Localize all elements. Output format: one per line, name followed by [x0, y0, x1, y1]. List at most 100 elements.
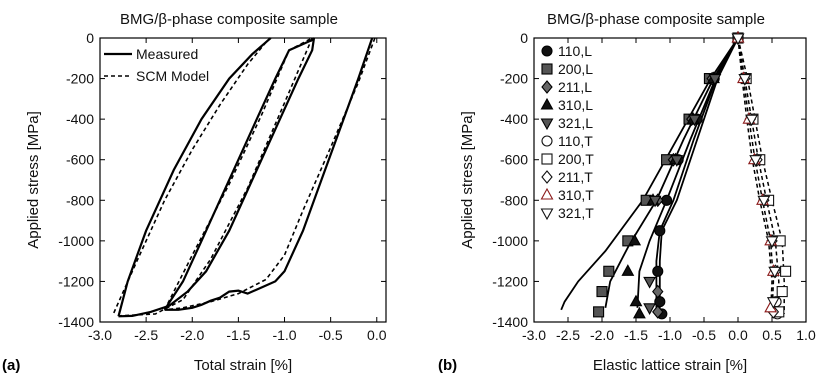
b-y-tick-label: -1000: [492, 233, 528, 249]
data-point-321-t: [768, 266, 782, 279]
b-x-tick-label: -2.5: [556, 327, 580, 343]
legend-label-211-t: 211,T: [558, 169, 593, 185]
data-point-321-t: [749, 155, 763, 167]
legend-marker-211-l: [541, 80, 553, 94]
data-point-110-l: [652, 265, 664, 277]
legend-marker-310-t: [540, 187, 554, 200]
b-x-tick-label: 0.0: [728, 327, 748, 343]
a-x-tick-label: -0.5: [319, 327, 343, 343]
scm-model-curve-segment: [164, 37, 376, 311]
a-y-tick-label: -200: [66, 71, 94, 87]
legend-label-321-l: 321,L: [558, 115, 593, 131]
a-y-tick-label: -400: [66, 111, 94, 127]
panel-b-y-axis-label: Applied stress [MPa]: [459, 111, 476, 249]
data-point-321-l: [643, 303, 657, 315]
panel-a-x-axis-label: Total strain [%]: [194, 357, 292, 374]
b-y-tick-label: 0: [520, 30, 528, 46]
data-point-211-l: [652, 304, 664, 319]
data-point-321-l: [670, 155, 684, 167]
b-x-tick-label: -1.5: [624, 327, 648, 343]
data-point-321-l: [708, 74, 722, 86]
scm-model-curve-segment: [163, 37, 313, 311]
scm-model-curve-segment: [118, 37, 313, 317]
b-x-tick-label: -3.0: [522, 327, 546, 343]
measured-curve-segment: [164, 37, 374, 311]
data-point-200-t: [780, 265, 792, 277]
b-x-tick-label: 1.0: [796, 327, 816, 343]
legend-label-110-l: 110,L: [558, 43, 592, 59]
a-y-tick-label: -1200: [58, 273, 94, 289]
data-point-211-l: [652, 284, 664, 299]
data-point-310-l: [628, 233, 642, 246]
legend-marker-110-t: [541, 135, 553, 147]
data-point-310-l: [629, 294, 643, 307]
panel-a-curves: [113, 37, 376, 318]
data-point-310-l: [632, 306, 646, 319]
a-y-tick-label: -800: [66, 192, 94, 208]
legend-marker-200-t: [541, 153, 553, 165]
b-x-tick-label: -2.0: [590, 327, 614, 343]
data-point-200-l: [603, 265, 615, 277]
panel-b-x-axis-label: Elastic lattice strain [%]: [593, 357, 747, 374]
b-x-tick-label: -1.0: [658, 327, 682, 343]
panel-a-ticks: -3.0 -2.5 -2.0 -1.5 -1.0 -0.5 0.0 0 -200 -400 -600…: [58, 30, 387, 343]
data-point-200-l: [596, 286, 608, 298]
legend-marker-321-t: [540, 208, 554, 221]
longitudinal-model-curve: [560, 37, 739, 311]
b-y-tick-label: -800: [500, 192, 528, 208]
measured-curve-segment: [118, 37, 316, 318]
b-x-tick-label: 0.5: [762, 327, 782, 343]
data-point-110-l: [654, 225, 666, 237]
a-y-tick-label: -600: [66, 152, 94, 168]
b-x-tick-label: -0.5: [692, 327, 716, 343]
panel-a-legend: Measured SCM Model: [104, 46, 209, 84]
b-y-tick-label: -200: [500, 71, 528, 87]
panel-a-plot-frame: [99, 37, 387, 323]
a-x-tick-label: -1.5: [226, 327, 250, 343]
data-point-110-l: [654, 296, 666, 308]
a-x-tick-label: -2.0: [180, 327, 204, 343]
measured-curve-segment: [163, 37, 315, 311]
data-point-321-l: [648, 195, 662, 208]
legend-label-200-t: 200,T: [558, 151, 594, 167]
longitudinal-model-curve: [658, 37, 739, 310]
legend-label-measured: Measured: [136, 46, 198, 62]
legend-marker-200-l: [541, 63, 553, 75]
measured-curve-segment: [117, 37, 272, 317]
data-point-310-l: [621, 264, 635, 276]
legend-label-310-l: 310,L: [558, 97, 593, 113]
b-y-tick-label: -1200: [492, 273, 528, 289]
legend-label-310-t: 310,T: [558, 187, 594, 203]
a-x-tick-label: 0.0: [367, 327, 387, 343]
data-point-321-t: [738, 74, 752, 86]
legend-label-200-l: 200,L: [558, 61, 593, 77]
legend-marker-211-t: [541, 170, 553, 184]
b-y-tick-label: -1400: [492, 314, 528, 330]
legend-label-211-l: 211,L: [558, 79, 592, 95]
data-point-321-t: [766, 297, 780, 309]
data-point-200-l: [593, 306, 605, 318]
a-x-tick-label: -3.0: [88, 327, 112, 343]
data-point-321-t: [745, 114, 759, 127]
data-point-321-l: [688, 114, 701, 127]
legend-label-321-t: 321,T: [558, 205, 594, 221]
legend-label-scm-model: SCM Model: [136, 68, 209, 84]
panel-b-title: BMG/β-phase composite sample: [547, 11, 765, 28]
legend-label-110-t: 110,T: [558, 133, 593, 149]
panel-b-legend: 110,L 200,L 211,L 310,L 321,L 110,T 200,T 211,T…: [540, 43, 594, 221]
a-x-tick-label: -2.5: [134, 327, 158, 343]
data-point-321-l: [643, 276, 657, 289]
legend-marker-321-l: [540, 118, 554, 131]
a-y-tick-label: -1000: [58, 233, 94, 249]
legend-marker-310-l: [540, 97, 554, 110]
b-y-tick-label: -600: [500, 152, 528, 168]
b-y-tick-label: -400: [500, 111, 528, 127]
panel-b-ticks: -3.0 -2.5 -2.0 -1.5 -1.0 -0.5 0.0 0.5 1.0 0 -200 -4…: [492, 30, 816, 343]
longitudinal-model-curve: [636, 37, 739, 308]
a-y-tick-label: -1400: [58, 314, 94, 330]
a-y-tick-label: 0: [86, 30, 94, 46]
data-point-321-t: [757, 195, 771, 208]
data-point-321-t: [765, 236, 779, 248]
a-x-tick-label: -1.0: [272, 327, 296, 343]
